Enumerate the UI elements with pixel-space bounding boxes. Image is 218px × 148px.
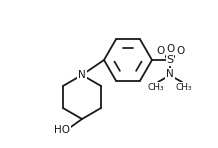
Text: O: O: [166, 44, 174, 54]
Text: S: S: [166, 55, 174, 65]
Text: O: O: [156, 46, 164, 56]
Text: N: N: [166, 69, 174, 79]
Text: CH₃: CH₃: [176, 82, 192, 91]
Text: CH₃: CH₃: [148, 82, 164, 91]
Text: HO: HO: [54, 125, 70, 135]
Text: O: O: [176, 46, 184, 56]
Text: N: N: [78, 70, 86, 80]
